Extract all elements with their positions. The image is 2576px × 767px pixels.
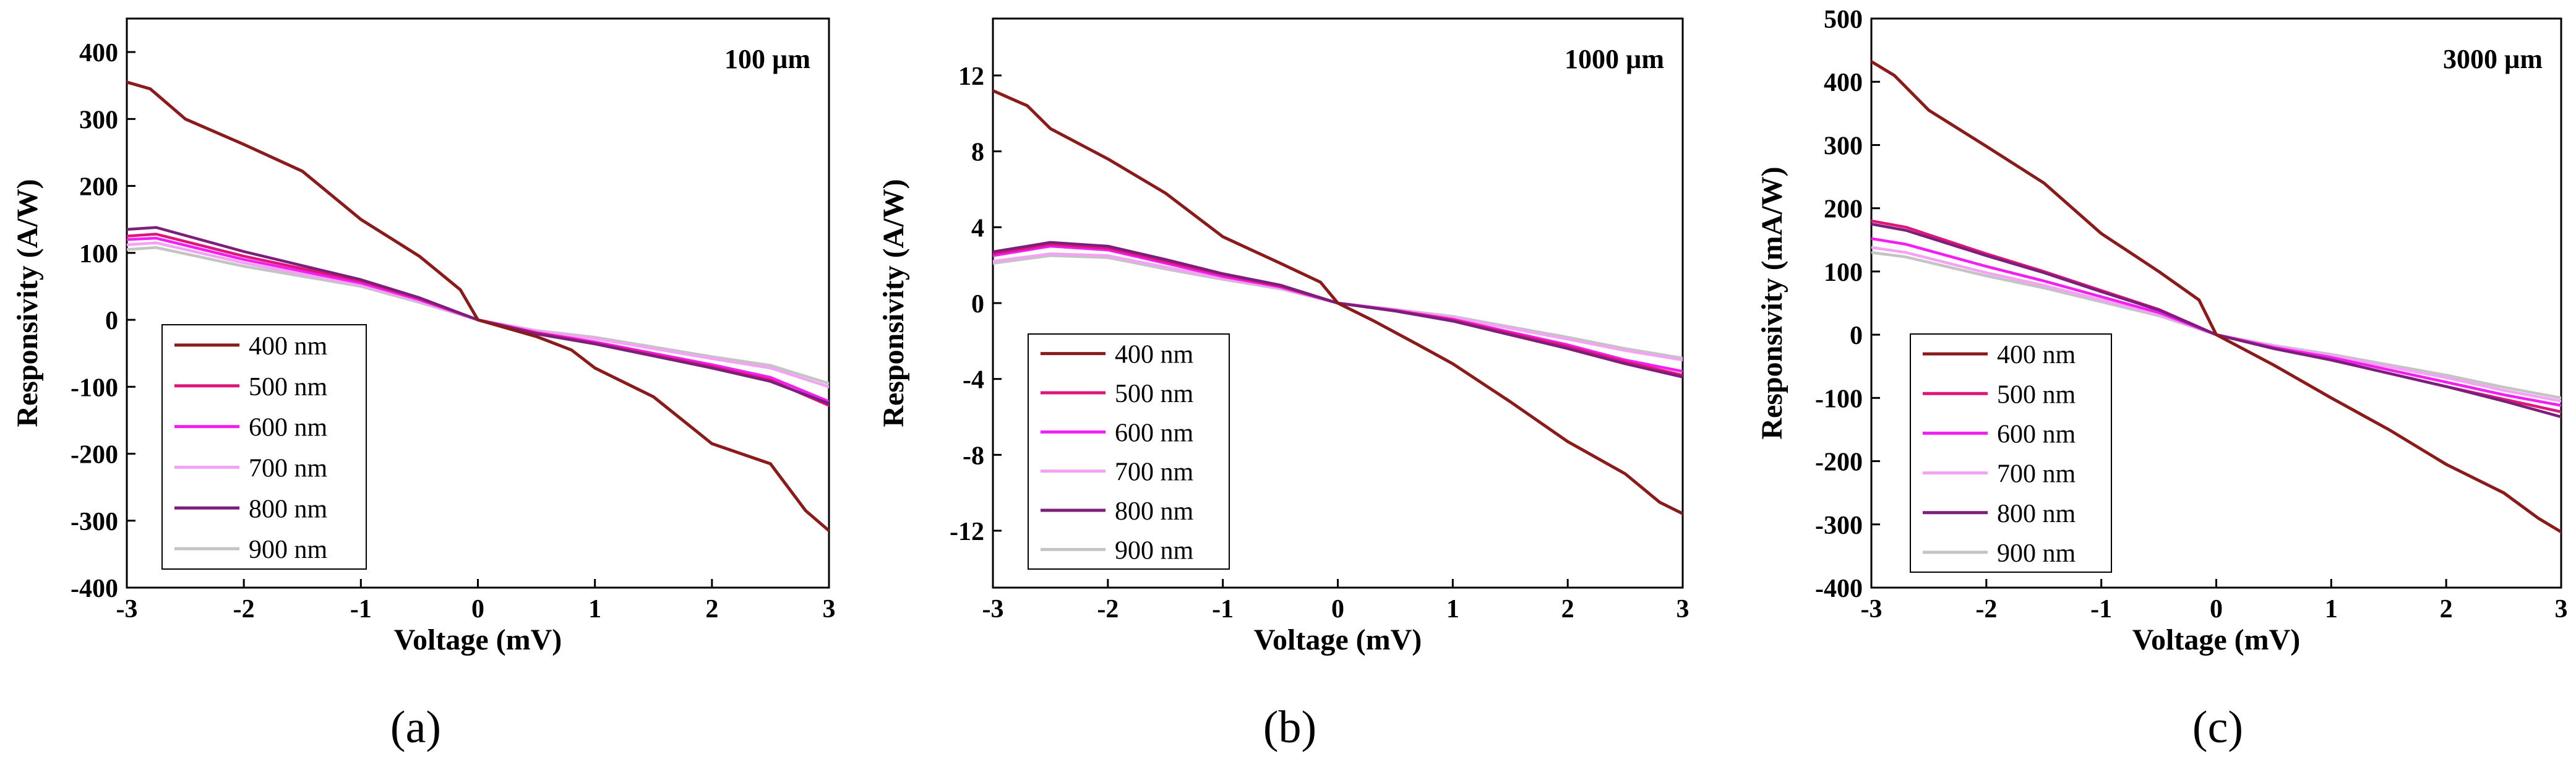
x-axis-label: Voltage (mV)	[2132, 623, 2301, 656]
legend-entry: 400 nm	[1115, 341, 1194, 369]
x-tick-label: 0	[1331, 595, 1344, 623]
y-tick-label: 100	[79, 240, 118, 268]
y-tick-label: 4	[971, 214, 984, 242]
legend-entry: 500 nm	[1997, 380, 2076, 409]
y-tick-label: -12	[950, 518, 984, 546]
x-tick-label: -3	[116, 595, 138, 623]
y-tick-label: -4	[963, 366, 984, 395]
x-axis-label: Voltage (mV)	[1254, 623, 1422, 656]
series-group	[1871, 60, 2561, 534]
legend-box	[161, 324, 367, 570]
legend-entry: 400 nm	[1997, 341, 2076, 369]
y-tick-label: 8	[971, 139, 984, 167]
series-line-800-nm	[993, 241, 1683, 379]
y-tick-label: 400	[1824, 69, 1863, 97]
chart-panel-3: 500 400 300 200 100 0 -100 -200 -300 -400-3 -2 -1 0 1…	[1756, 6, 2568, 753]
x-tick-label: 2	[1561, 595, 1574, 623]
legend-entry: 500 nm	[1115, 380, 1194, 408]
y-tick-label: -400	[1815, 575, 1863, 603]
y-tick-label: -400	[71, 575, 118, 603]
panel-label: (a)	[390, 702, 441, 753]
x-tick-label: 3	[823, 595, 836, 623]
y-axis-label: Responsivity (A/W)	[11, 179, 44, 427]
series-group	[993, 89, 1683, 515]
series-line-400-nm	[127, 80, 829, 533]
legend-entry: 700 nm	[1997, 460, 2076, 489]
legend-entry: 600 nm	[249, 414, 328, 442]
series-line-400-nm	[993, 89, 1683, 515]
x-tick-label: -1	[2090, 595, 2112, 623]
y-tick-label: 12	[958, 62, 984, 91]
series-line-400-nm	[1871, 60, 2561, 534]
x-tick-label: 0	[471, 595, 484, 623]
x-tick-label: 0	[2210, 595, 2223, 623]
y-tick-label: -100	[1815, 385, 1863, 413]
x-tick-label: -2	[233, 595, 255, 623]
legend: 400 nm 500 nm 600 nm 700 nm 800 nm 900 nm	[1910, 333, 2112, 573]
x-tick-label: 3	[2555, 595, 2568, 623]
legend-entry: 800 nm	[249, 495, 328, 523]
thickness-annotation: 100 µm	[724, 44, 810, 74]
legend: 400 nm 500 nm 600 nm 700 nm 800 nm 900 nm	[1028, 333, 1230, 570]
y-tick-label: 0	[105, 307, 118, 335]
y-tick-label: 400	[79, 39, 118, 67]
legend-entry: 500 nm	[249, 373, 328, 401]
y-tick-label: -300	[1815, 512, 1863, 540]
y-tick-label: -100	[71, 374, 118, 402]
thickness-annotation: 3000 µm	[2443, 44, 2543, 74]
x-tick-label: -1	[1212, 595, 1234, 623]
y-tick-label: 300	[1824, 132, 1863, 160]
x-tick-label: -2	[1975, 595, 1997, 623]
y-tick-label: 300	[79, 106, 118, 134]
legend-entry: 700 nm	[1115, 458, 1194, 487]
y-axis-label: Responsivity (A/W)	[877, 179, 910, 427]
y-tick-label: -8	[963, 442, 984, 470]
legend-box	[1028, 333, 1230, 570]
x-tick-label: 1	[1446, 595, 1459, 623]
series-group	[127, 80, 829, 533]
y-tick-label: -200	[71, 441, 118, 469]
series-line-800-nm	[1871, 222, 2561, 419]
x-tick-label: 1	[588, 595, 601, 623]
panel-label: (b)	[1263, 702, 1316, 753]
x-tick-label: -3	[1861, 595, 1883, 623]
legend-entry: 900 nm	[1997, 539, 2076, 568]
x-tick-label: -2	[1097, 595, 1118, 623]
legend: 400 nm 500 nm 600 nm 700 nm 800 nm 900 nm	[161, 324, 367, 570]
y-axis-label: Responsivity (mA/W)	[1756, 166, 1788, 439]
y-tick-label: 200	[79, 173, 118, 202]
x-tick-label: 1	[2325, 595, 2338, 623]
legend-entry: 800 nm	[1115, 497, 1194, 526]
y-tick-label: 500	[1824, 6, 1863, 34]
legend-entry: 600 nm	[1997, 420, 2076, 448]
thickness-annotation: 1000 µm	[1565, 44, 1664, 74]
y-tick-label: 100	[1824, 259, 1863, 287]
legend-entry: 700 nm	[249, 454, 328, 482]
legend-entry: 900 nm	[1115, 536, 1194, 565]
x-tick-label: 2	[705, 595, 718, 623]
y-tick-label: -300	[71, 508, 118, 536]
legend-entry: 800 nm	[1997, 500, 2076, 528]
y-tick-label: -200	[1815, 448, 1863, 477]
y-tick-label: 0	[1850, 322, 1863, 350]
legend-box	[1910, 333, 2112, 573]
legend-entry: 600 nm	[1115, 419, 1194, 447]
chart-panel-1: 400 300 200 100 0 -100 -200 -300 -400-3 -2 -1 0 1 2 3 V…	[11, 17, 836, 753]
x-tick-label: 3	[1677, 595, 1689, 623]
panel-label: (c)	[2192, 702, 2243, 753]
x-tick-label: 2	[2440, 595, 2453, 623]
y-tick-label: 0	[971, 290, 984, 319]
y-tick-label: 200	[1824, 195, 1863, 224]
legend-entry: 900 nm	[249, 536, 328, 564]
x-tick-label: -3	[982, 595, 1004, 623]
legend-entry: 400 nm	[249, 332, 328, 361]
x-axis-label: Voltage (mV)	[394, 623, 562, 656]
x-tick-label: -1	[350, 595, 372, 623]
